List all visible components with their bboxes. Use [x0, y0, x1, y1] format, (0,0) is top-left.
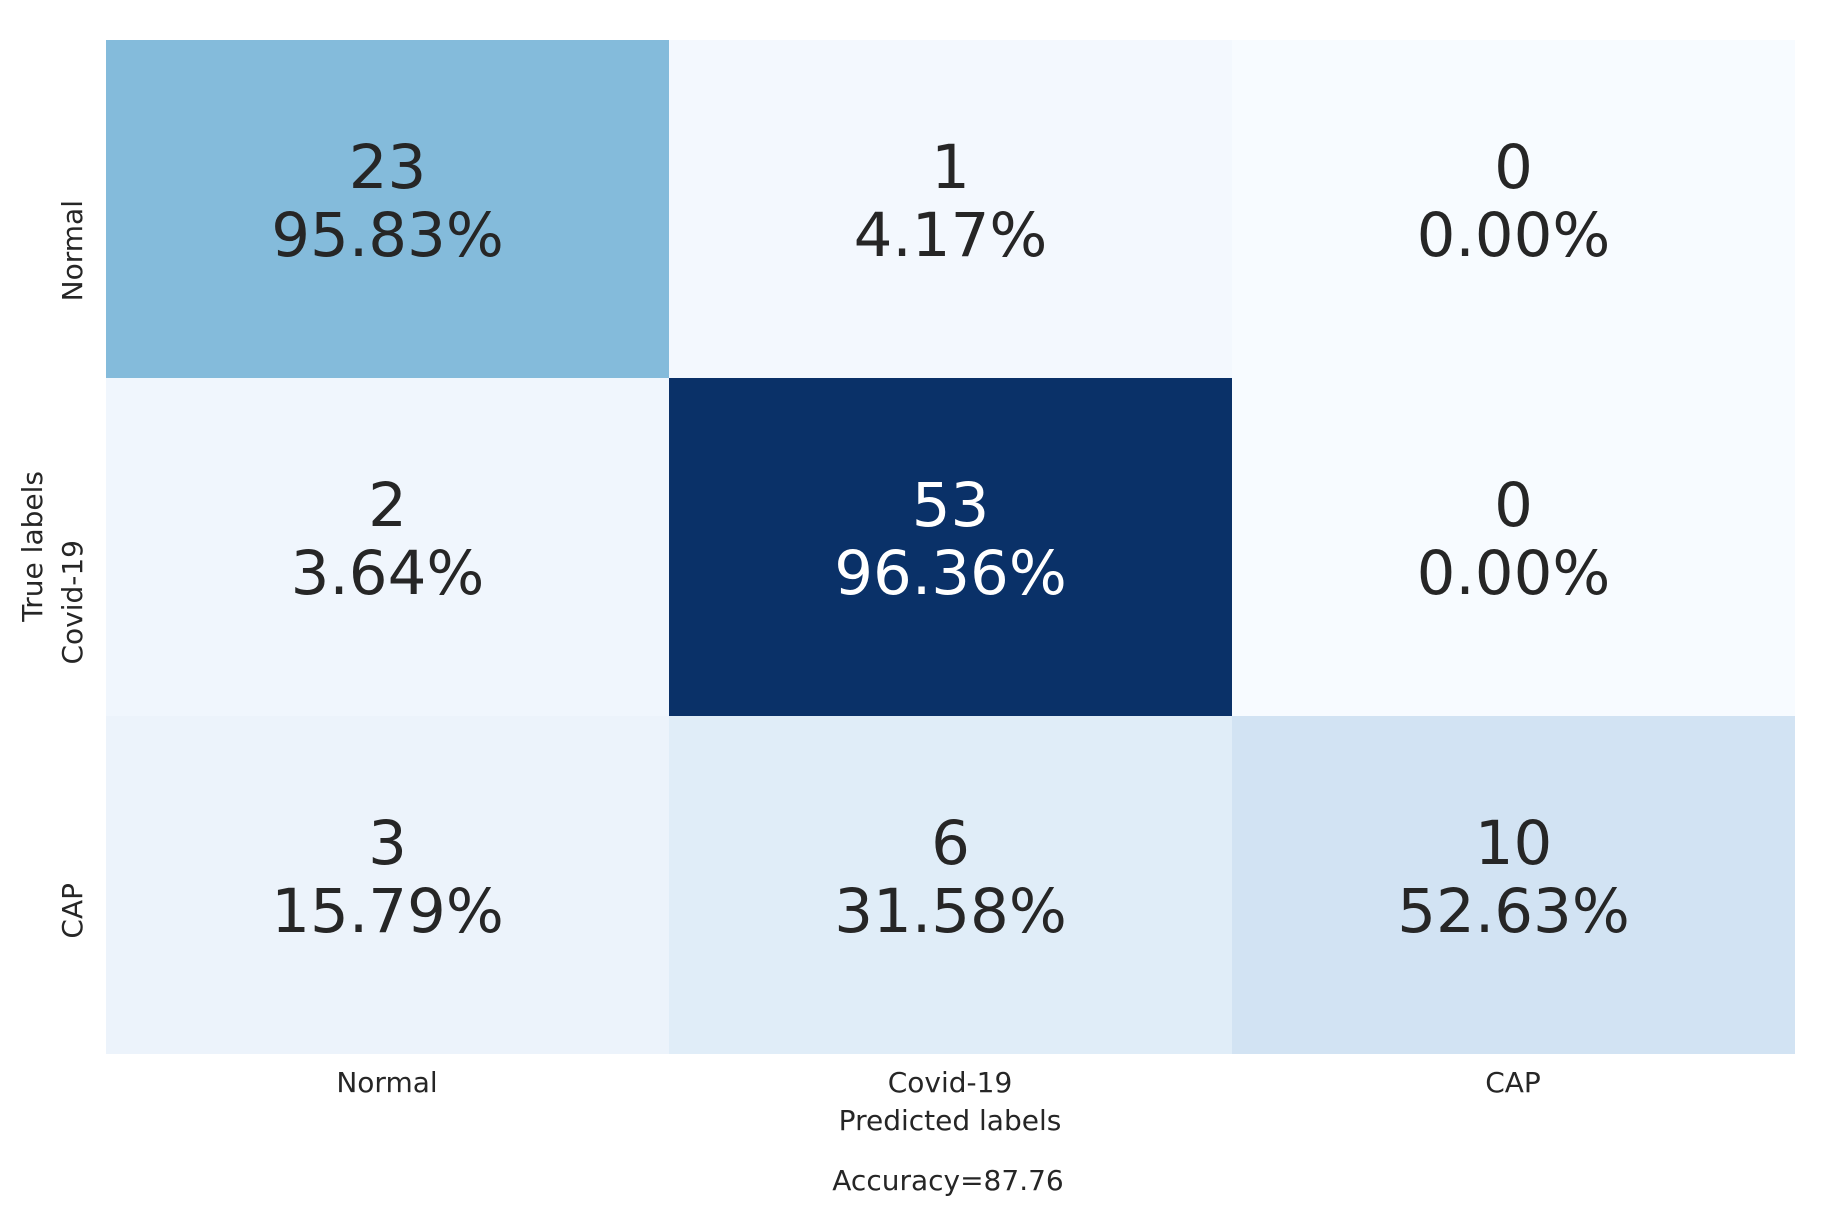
- cell-count: 2: [368, 470, 407, 541]
- cell-count: 3: [368, 808, 407, 879]
- cell-annotation: 10 52.63%: [1397, 810, 1630, 946]
- cell-percent: 96.36%: [834, 538, 1067, 609]
- matrix-cell-cap-cap: 10 52.63%: [1232, 716, 1795, 1054]
- matrix-cell-covid19-cap: 0 0.00%: [1232, 378, 1795, 716]
- cell-percent: 4.17%: [853, 200, 1048, 271]
- x-tick-cap: CAP: [1485, 1066, 1541, 1099]
- cell-annotation: 2 3.64%: [291, 472, 485, 608]
- cell-percent: 95.83%: [271, 200, 504, 271]
- heatmap-grid: 23 95.83% 1 4.17% 0 0.00% 2 3.64% 53: [106, 40, 1795, 1054]
- cell-annotation: 3 15.79%: [271, 810, 504, 946]
- x-axis-title: Predicted labels: [838, 1104, 1062, 1137]
- cell-count: 0: [1494, 470, 1533, 541]
- y-tick-cap: CAP: [56, 883, 89, 939]
- matrix-cell-normal-cap: 0 0.00%: [1232, 40, 1795, 378]
- cell-percent: 31.58%: [834, 876, 1067, 947]
- cell-percent: 0.00%: [1416, 538, 1611, 609]
- matrix-cell-covid19-covid19: 53 96.36%: [669, 378, 1232, 716]
- cell-annotation: 0 0.00%: [1417, 134, 1611, 270]
- y-tick-normal: Normal: [56, 200, 89, 302]
- cell-percent: 15.79%: [271, 876, 504, 947]
- cell-percent: 0.00%: [1416, 200, 1611, 271]
- cell-annotation: 6 31.58%: [834, 810, 1067, 946]
- cell-annotation: 1 4.17%: [854, 134, 1048, 270]
- cell-count: 53: [911, 470, 990, 541]
- cell-count: 1: [931, 132, 970, 203]
- matrix-cell-normal-normal: 23 95.83%: [106, 40, 669, 378]
- cell-count: 23: [348, 132, 427, 203]
- x-tick-covid19: Covid-19: [887, 1066, 1013, 1099]
- matrix-cell-normal-covid19: 1 4.17%: [669, 40, 1232, 378]
- matrix-cell-covid19-normal: 2 3.64%: [106, 378, 669, 716]
- cell-annotation: 53 96.36%: [834, 472, 1067, 608]
- cell-annotation: 0 0.00%: [1417, 472, 1611, 608]
- accuracy-label: Accuracy=87.76: [832, 1164, 1064, 1197]
- cell-annotation: 23 95.83%: [271, 134, 504, 270]
- matrix-cell-cap-covid19: 6 31.58%: [669, 716, 1232, 1054]
- matrix-cell-cap-normal: 3 15.79%: [106, 716, 669, 1054]
- cell-count: 10: [1474, 808, 1553, 879]
- y-tick-covid19: Covid-19: [56, 540, 89, 665]
- cell-percent: 3.64%: [290, 538, 485, 609]
- y-axis-title: True labels: [16, 471, 49, 622]
- cell-count: 0: [1494, 132, 1533, 203]
- cell-count: 6: [931, 808, 970, 879]
- x-tick-normal: Normal: [336, 1066, 438, 1099]
- cell-percent: 52.63%: [1397, 876, 1630, 947]
